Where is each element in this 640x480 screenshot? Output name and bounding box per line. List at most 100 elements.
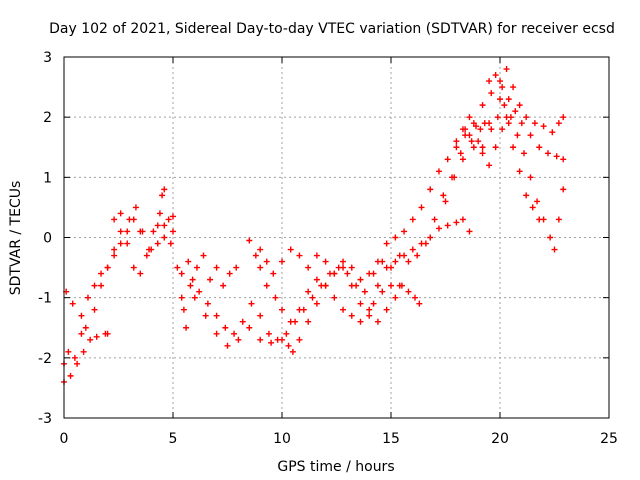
data-point	[331, 270, 338, 277]
data-point	[422, 240, 429, 247]
data-point	[470, 120, 477, 127]
data-point	[444, 156, 451, 163]
data-series	[191, 264, 405, 355]
data-point	[104, 330, 111, 337]
data-point	[257, 312, 264, 319]
data-series	[257, 72, 567, 283]
data-point	[523, 114, 530, 121]
data-point	[544, 150, 551, 157]
data-point	[313, 276, 320, 283]
data-point	[499, 126, 506, 133]
x-tick-label: 5	[169, 431, 178, 447]
data-points	[61, 66, 567, 385]
data-point	[156, 210, 163, 217]
data-point	[468, 138, 475, 145]
data-point	[497, 78, 503, 85]
data-point	[453, 144, 460, 151]
data-point	[117, 240, 124, 247]
data-point	[357, 318, 364, 325]
data-point	[246, 237, 253, 244]
data-point	[507, 114, 514, 121]
data-point	[344, 270, 351, 277]
data-point	[313, 300, 320, 307]
data-point	[553, 153, 560, 160]
data-point	[435, 168, 442, 175]
data-point	[531, 120, 538, 127]
data-point	[398, 282, 405, 289]
data-point	[257, 264, 264, 271]
data-point	[117, 228, 124, 235]
data-point	[340, 264, 347, 271]
data-point	[111, 216, 118, 223]
data-point	[516, 102, 523, 109]
data-series	[453, 66, 567, 157]
data-series	[442, 102, 567, 253]
data-point	[265, 330, 272, 337]
data-point	[374, 282, 381, 289]
y-axis-label: SDTVAR / TECUs	[8, 181, 24, 296]
data-point	[459, 216, 466, 223]
data-point	[520, 150, 527, 157]
data-point	[124, 228, 131, 235]
data-point	[213, 330, 220, 337]
data-point	[361, 288, 368, 295]
data-point	[263, 282, 270, 289]
data-series	[459, 114, 512, 169]
data-point	[527, 132, 534, 139]
data-point	[466, 132, 473, 139]
data-point	[270, 270, 277, 277]
data-point	[370, 300, 377, 307]
axis-ticks: 0 5 10 15 20 25 -3 -2 -1 0 1 2 3	[38, 50, 618, 447]
data-point	[518, 120, 525, 127]
data-point	[512, 108, 519, 115]
data-point	[459, 126, 466, 133]
data-point	[427, 186, 434, 193]
data-point	[213, 264, 220, 271]
data-point	[224, 342, 231, 349]
data-point	[340, 258, 347, 265]
data-point	[551, 246, 558, 253]
data-point	[494, 114, 501, 121]
data-point	[459, 156, 466, 163]
data-point	[183, 324, 190, 331]
data-point	[505, 96, 512, 103]
data-point	[161, 222, 168, 229]
data-point	[283, 330, 290, 337]
data-point	[383, 306, 390, 313]
data-point	[74, 360, 81, 367]
data-point	[84, 294, 91, 301]
data-point	[475, 138, 482, 145]
data-point	[263, 258, 270, 265]
data-point	[486, 120, 493, 127]
data-point	[268, 339, 275, 346]
data-series	[111, 210, 176, 277]
data-point	[322, 258, 329, 265]
data-point	[279, 258, 285, 265]
data-point	[257, 246, 264, 253]
data-point	[348, 312, 355, 319]
data-point	[418, 204, 425, 211]
data-series	[61, 186, 168, 367]
data-point	[161, 186, 168, 193]
data-point	[305, 288, 312, 295]
data-point	[231, 330, 238, 337]
y-tick-label: 1	[43, 170, 52, 186]
data-point	[477, 126, 484, 133]
data-point	[285, 342, 292, 349]
data-point	[470, 144, 477, 151]
x-tick-label: 20	[491, 431, 509, 447]
data-point	[416, 300, 423, 307]
data-point	[527, 174, 534, 181]
data-point	[87, 336, 94, 343]
data-point	[492, 144, 499, 151]
data-point	[492, 72, 499, 79]
data-point	[313, 252, 320, 259]
data-point	[540, 123, 547, 130]
data-point	[392, 234, 399, 241]
data-point	[305, 264, 312, 271]
y-tick-label: 0	[43, 231, 52, 247]
data-point	[555, 120, 562, 127]
data-point	[143, 252, 150, 259]
data-point	[193, 264, 200, 271]
data-point	[93, 333, 100, 340]
